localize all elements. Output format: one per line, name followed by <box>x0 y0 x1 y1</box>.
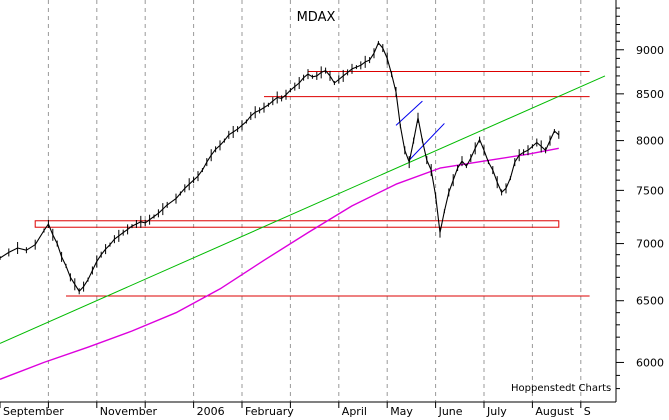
short-channel-trendline <box>395 100 423 126</box>
x-tick-label: August <box>535 405 574 418</box>
y-tick-label: 8000 <box>636 135 664 148</box>
horizontal-lines <box>34 70 590 297</box>
x-tick-label: September <box>3 405 64 418</box>
y-tick-label: 7000 <box>636 238 664 251</box>
support-zone-box <box>34 220 560 228</box>
y-tick-label: 9000 <box>636 44 664 57</box>
y-tick-label: 7500 <box>636 184 664 197</box>
y-tick-label: 6000 <box>636 356 664 369</box>
x-tick-label: July <box>486 405 507 418</box>
x-tick-label: May <box>390 405 413 418</box>
moving-average-line <box>0 147 559 380</box>
y-tick-label: 8500 <box>636 88 664 101</box>
grid <box>47 0 582 402</box>
plot-frame <box>0 0 617 403</box>
x-tick-label: 2006 <box>197 405 225 418</box>
x-axis: September November 2006 February April May Jun… <box>0 402 591 418</box>
x-tick-label: November <box>100 405 158 418</box>
y-axis: 9000 8500 8000 7500 7000 6500 6000 <box>616 7 664 390</box>
trendlines <box>0 75 606 344</box>
support-trend-trendline <box>0 75 606 344</box>
y-tick-label: 6500 <box>636 295 664 308</box>
short-channel-trendline <box>408 123 445 161</box>
x-tick-label: February <box>245 405 294 418</box>
price-line <box>0 42 560 292</box>
x-tick-label: S <box>584 405 591 418</box>
chart-title: MDAX <box>297 10 336 25</box>
x-tick-label: June <box>438 405 463 418</box>
series <box>0 40 560 380</box>
x-tick-label: April <box>342 405 367 418</box>
credit-label: Hoppenstedt Charts <box>511 383 611 394</box>
